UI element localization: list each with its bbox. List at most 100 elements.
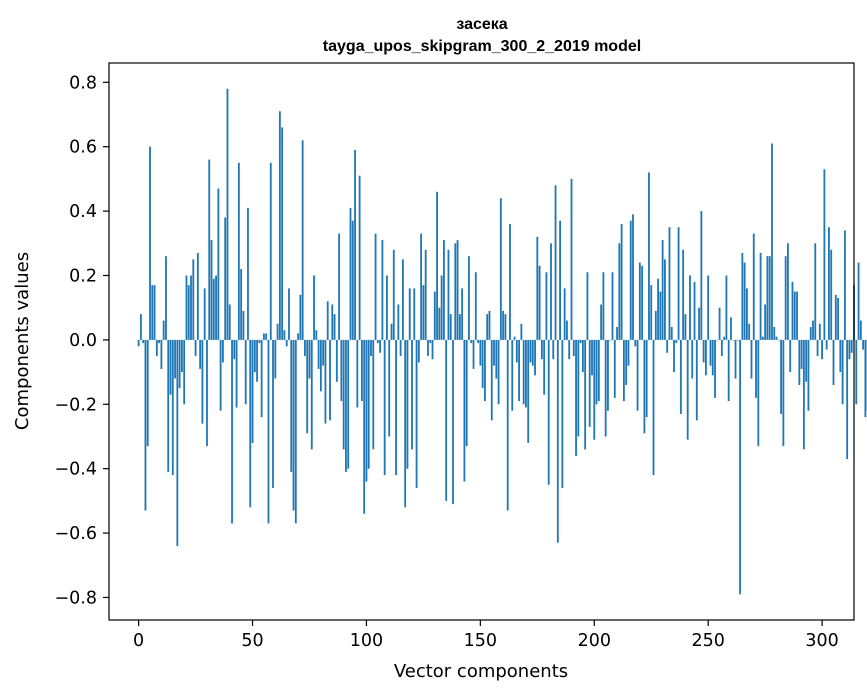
bar (570, 178, 573, 340)
bar (515, 339, 518, 363)
bar (233, 339, 236, 360)
bar (253, 339, 256, 373)
bar (661, 240, 664, 340)
bar (272, 339, 274, 488)
bar (349, 207, 352, 340)
bar (691, 339, 694, 379)
bar (761, 336, 764, 340)
bar (187, 285, 190, 340)
bar (456, 240, 459, 340)
y-tick-label: 0.4 (69, 202, 97, 222)
bar (137, 339, 140, 347)
bar (149, 146, 151, 340)
bar (490, 339, 493, 421)
bar (472, 339, 475, 369)
bar (641, 265, 644, 340)
bar (857, 262, 860, 340)
bar (529, 339, 532, 363)
bar (513, 336, 516, 340)
bar (632, 214, 634, 340)
bar (347, 339, 350, 469)
bar (659, 291, 662, 340)
bar (613, 339, 616, 398)
bar (793, 291, 796, 340)
bar (484, 339, 486, 402)
bar (563, 288, 566, 340)
bar (627, 339, 630, 366)
bar (292, 339, 295, 511)
bar (832, 339, 835, 385)
bar (449, 314, 452, 340)
bar (559, 220, 562, 340)
bar (859, 320, 862, 340)
bar (725, 275, 728, 340)
bar (673, 339, 675, 373)
bar (251, 339, 254, 443)
bar (367, 339, 370, 469)
y-tick-label: −0.8 (55, 588, 98, 608)
bar (723, 336, 726, 340)
bar (499, 198, 502, 340)
bar (789, 339, 792, 373)
bar (602, 272, 605, 340)
bar (677, 227, 680, 340)
bar (358, 175, 361, 340)
bar (839, 339, 842, 373)
bar (178, 339, 181, 389)
bar (730, 317, 732, 340)
bar (260, 339, 263, 418)
bar (700, 211, 703, 340)
bar (351, 220, 354, 340)
bar (597, 339, 600, 402)
bar (843, 230, 846, 340)
bar (805, 339, 808, 382)
bar (663, 259, 666, 340)
plot-frame (108, 62, 855, 621)
x-tick-label: 50 (241, 631, 263, 651)
bar (139, 314, 142, 340)
bar (732, 339, 735, 341)
bar (345, 339, 347, 472)
bar (588, 339, 591, 427)
bar (463, 339, 466, 482)
bar (561, 339, 564, 488)
bar (689, 275, 691, 340)
bar (174, 339, 176, 379)
bar (458, 314, 461, 340)
bar (695, 339, 698, 421)
bar (465, 339, 468, 447)
bar (736, 339, 739, 341)
y-tick-label: 0.6 (69, 138, 97, 158)
x-tick-label: 250 (691, 631, 724, 651)
bar (600, 304, 603, 340)
bar (433, 291, 436, 340)
bar (636, 339, 639, 411)
bar (317, 339, 320, 369)
bar (304, 339, 306, 356)
bar (265, 333, 268, 340)
bar (511, 339, 514, 411)
bar (388, 339, 391, 437)
bar (486, 314, 489, 340)
bar (342, 339, 345, 450)
bar (196, 252, 199, 340)
bar (768, 256, 771, 340)
bar (324, 339, 327, 424)
bar (415, 339, 418, 488)
bar (206, 339, 208, 447)
bar (771, 143, 773, 340)
bar (502, 310, 505, 340)
bar (657, 278, 659, 340)
bar (837, 298, 839, 340)
bar (816, 339, 819, 356)
bar (668, 227, 671, 340)
bar (167, 339, 170, 472)
bar (552, 339, 555, 360)
bar (301, 140, 304, 340)
bar (493, 339, 495, 366)
bar (581, 339, 584, 373)
bar (825, 339, 828, 350)
bar (319, 339, 322, 392)
bar (527, 339, 530, 443)
bar (315, 330, 318, 340)
